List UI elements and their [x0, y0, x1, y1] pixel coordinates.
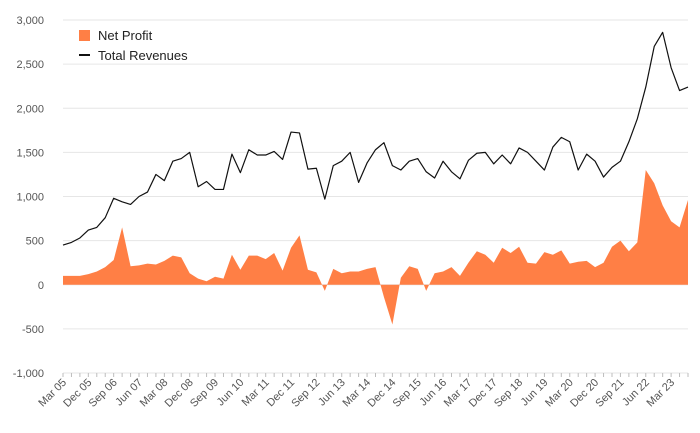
- y-tick-label: 1,500: [16, 147, 44, 159]
- y-tick-label: -1,000: [13, 368, 44, 380]
- legend: Net Profit Total Revenues: [79, 28, 188, 63]
- x-tick-label: Sep 21: [593, 377, 626, 410]
- y-tick-label: 2,000: [16, 103, 44, 115]
- legend-net-profit-label: Net Profit: [98, 28, 153, 43]
- x-tick-label: Mar 23: [645, 377, 678, 410]
- legend-net-profit-swatch: [79, 30, 90, 41]
- gridlines: [63, 19, 688, 374]
- x-tick-label: Sep 12: [289, 377, 322, 410]
- y-tick-label: 2,500: [16, 59, 44, 71]
- total-revenues-line: [62, 31, 689, 246]
- total-revenues-series: [62, 31, 689, 246]
- y-tick-label: 3,000: [16, 15, 44, 27]
- y-tick-label: 500: [26, 236, 44, 248]
- y-tick-label: -500: [22, 324, 44, 336]
- x-tick-label: Sep 18: [492, 377, 525, 410]
- net-profit-area: [63, 170, 688, 325]
- x-tick-label: Jun 10: [215, 377, 247, 409]
- y-tick-label: 1,000: [16, 192, 44, 204]
- y-tick-label: 0: [38, 280, 44, 292]
- y-axis: -1,000 -500 0 500 1,000 1,500 2,000 2,500 3,000: [13, 15, 44, 380]
- net-profit-series: [63, 170, 688, 325]
- x-tick-label: Sep 09: [188, 377, 221, 410]
- x-tick-label: Sep 15: [391, 377, 424, 410]
- x-tick-label: Sep 06: [87, 377, 120, 410]
- legend-total-revenues-label: Total Revenues: [98, 48, 188, 63]
